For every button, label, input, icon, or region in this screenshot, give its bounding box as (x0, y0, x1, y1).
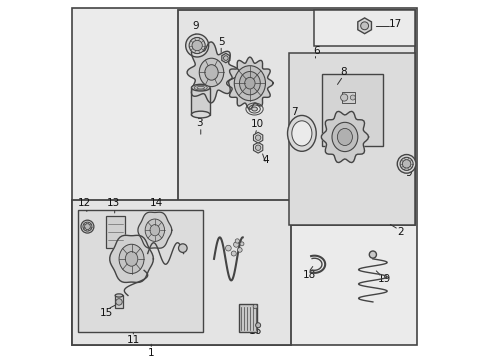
Circle shape (399, 157, 412, 170)
Polygon shape (357, 18, 371, 34)
Circle shape (402, 160, 410, 168)
Polygon shape (253, 142, 262, 153)
Ellipse shape (291, 121, 311, 146)
Polygon shape (222, 53, 229, 63)
Bar (72, 200, 290, 345)
Circle shape (340, 94, 347, 101)
Ellipse shape (239, 72, 260, 95)
Text: 1: 1 (148, 348, 154, 358)
Circle shape (116, 299, 122, 305)
Ellipse shape (125, 252, 138, 266)
Bar (289, 53, 414, 225)
Ellipse shape (191, 111, 210, 118)
Text: 10: 10 (250, 120, 263, 129)
Ellipse shape (191, 84, 210, 91)
Text: 11: 11 (126, 334, 140, 345)
Text: 6: 6 (312, 46, 319, 56)
Bar (191, 87, 210, 114)
Ellipse shape (337, 129, 352, 145)
Circle shape (233, 242, 239, 247)
Text: 9: 9 (192, 21, 199, 31)
Bar (78, 211, 203, 332)
Bar (178, 10, 414, 225)
Circle shape (237, 248, 242, 252)
Circle shape (240, 242, 244, 246)
Circle shape (84, 224, 90, 230)
Polygon shape (187, 42, 239, 103)
Circle shape (368, 251, 376, 258)
Ellipse shape (244, 77, 255, 89)
Text: 7: 7 (291, 107, 297, 117)
Circle shape (223, 56, 228, 60)
Text: 19: 19 (377, 274, 390, 284)
Circle shape (360, 22, 368, 30)
Polygon shape (110, 235, 153, 283)
Bar (105, 216, 125, 248)
Circle shape (349, 95, 355, 100)
Circle shape (83, 222, 92, 231)
Ellipse shape (115, 294, 122, 297)
Circle shape (255, 323, 260, 328)
Bar (321, 74, 382, 146)
Text: 15: 15 (100, 308, 113, 318)
Circle shape (189, 37, 205, 54)
Circle shape (255, 135, 260, 140)
Ellipse shape (234, 66, 265, 101)
Circle shape (396, 154, 415, 173)
Ellipse shape (204, 65, 218, 80)
Circle shape (185, 34, 208, 57)
Circle shape (178, 244, 187, 252)
Text: 17: 17 (387, 19, 401, 29)
Text: 3: 3 (196, 118, 203, 127)
Text: 5: 5 (218, 37, 224, 47)
Text: 18: 18 (302, 270, 315, 280)
Ellipse shape (251, 107, 257, 111)
Text: 12: 12 (78, 198, 91, 208)
Circle shape (81, 220, 94, 233)
Circle shape (255, 145, 260, 150)
Circle shape (192, 40, 202, 51)
Polygon shape (253, 132, 262, 143)
Text: 2: 2 (396, 227, 403, 237)
Text: 13: 13 (107, 198, 120, 208)
Polygon shape (138, 212, 171, 248)
Bar (314, 10, 414, 45)
Ellipse shape (287, 116, 316, 151)
Bar (115, 296, 122, 309)
Bar (239, 304, 257, 332)
Circle shape (231, 251, 236, 256)
Ellipse shape (199, 58, 224, 87)
Text: 16: 16 (248, 325, 262, 336)
Polygon shape (321, 111, 368, 163)
Text: 14: 14 (150, 198, 163, 208)
Circle shape (235, 239, 239, 243)
Text: 8: 8 (339, 67, 346, 77)
Text: 4: 4 (262, 155, 269, 165)
Text: 9: 9 (405, 168, 411, 178)
Ellipse shape (331, 122, 357, 152)
Circle shape (225, 245, 231, 251)
Ellipse shape (145, 219, 164, 242)
Bar (341, 92, 354, 103)
Polygon shape (226, 57, 273, 109)
Ellipse shape (150, 225, 160, 236)
Circle shape (253, 305, 257, 309)
Ellipse shape (119, 244, 144, 274)
